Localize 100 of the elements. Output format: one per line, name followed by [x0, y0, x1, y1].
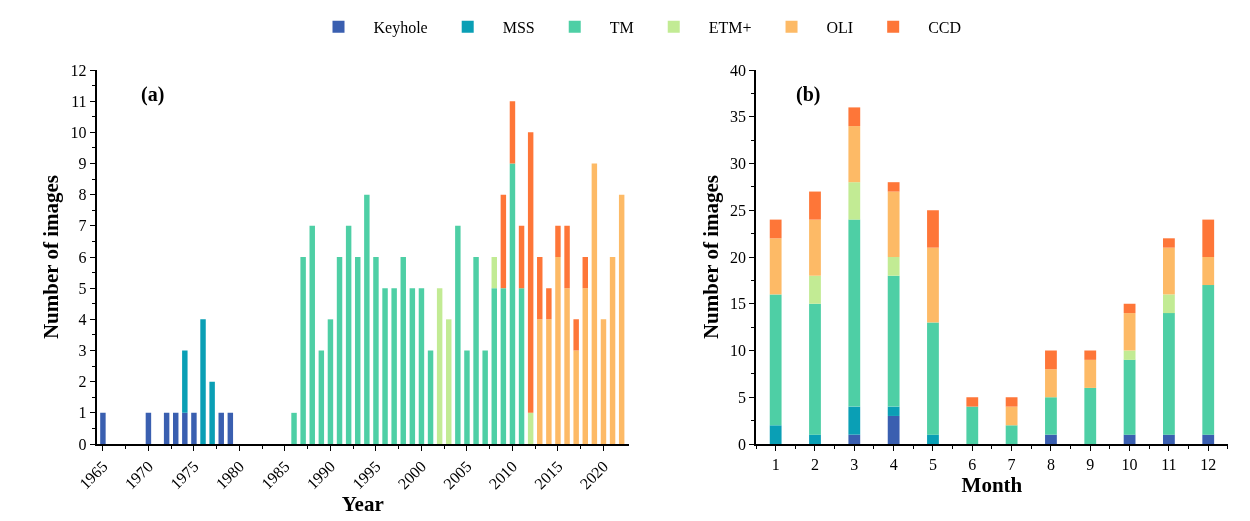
x-tick-label: 1990 — [303, 457, 339, 493]
bar — [887, 191, 900, 257]
bar — [927, 210, 939, 248]
bar — [887, 415, 900, 444]
y-tick-label: 12 — [70, 61, 87, 79]
bar — [564, 225, 570, 289]
bar — [887, 182, 900, 192]
bar — [966, 397, 979, 407]
bar — [966, 406, 979, 444]
bar — [409, 288, 416, 444]
bar — [327, 319, 334, 444]
bar — [163, 412, 170, 444]
bar — [809, 275, 821, 304]
y-tick-label: 11 — [71, 92, 87, 110]
bar — [1123, 350, 1136, 360]
x-axis-title: Month — [961, 472, 1023, 497]
bar — [100, 412, 106, 444]
bar — [455, 225, 461, 444]
x-tick-label: 7 — [1007, 455, 1016, 473]
bar — [391, 288, 397, 444]
y-tick-label: 25 — [730, 201, 747, 219]
y-tick-label: 10 — [730, 342, 747, 360]
y-tick-label: 7 — [78, 217, 87, 235]
bar — [1005, 406, 1018, 426]
bar — [1005, 397, 1018, 407]
bar — [373, 257, 379, 444]
bar — [200, 319, 206, 444]
x-tick-label: 12 — [1200, 455, 1217, 473]
bar — [848, 219, 861, 407]
bar — [1123, 434, 1136, 444]
bar — [191, 412, 197, 444]
bar — [436, 288, 443, 444]
bar — [182, 350, 188, 413]
bar — [227, 412, 234, 444]
bar — [218, 412, 224, 444]
bar — [1202, 285, 1215, 435]
bar — [927, 322, 939, 435]
y-tick-label: 20 — [730, 248, 747, 266]
bar — [809, 434, 821, 444]
bar — [382, 288, 388, 444]
x-tick-label: 8 — [1046, 455, 1055, 473]
y-tick-label: 5 — [78, 279, 87, 297]
y-tick-label: 0 — [78, 435, 87, 453]
bar — [769, 238, 782, 295]
bar — [1123, 303, 1136, 314]
bar — [848, 406, 861, 435]
bar — [537, 257, 543, 320]
y-tick-label: 0 — [738, 435, 747, 453]
bar — [1202, 434, 1215, 444]
bar — [291, 412, 297, 444]
bar — [1202, 219, 1215, 257]
bar — [482, 350, 488, 444]
y-tick-label: 35 — [730, 108, 747, 126]
bar — [555, 225, 561, 257]
bar — [582, 257, 588, 289]
bar — [809, 219, 821, 276]
bar — [564, 288, 570, 444]
bar — [887, 257, 900, 276]
bar — [555, 257, 561, 444]
bar — [1163, 434, 1175, 444]
bar — [1123, 313, 1136, 351]
bar — [473, 257, 479, 444]
bar — [573, 319, 579, 351]
x-tick-label: 3 — [850, 455, 859, 473]
bar — [848, 434, 861, 444]
bar — [1084, 359, 1097, 388]
bar — [1123, 359, 1136, 435]
x-axis-title: Year — [341, 492, 384, 517]
bar — [318, 350, 325, 444]
x-tick-label: 11 — [1161, 455, 1177, 473]
annotation: (b) — [796, 83, 821, 106]
bar — [1163, 294, 1175, 314]
bar — [1045, 397, 1057, 435]
x-tick-label: 5 — [928, 455, 937, 473]
x-tick-label: 1980 — [212, 457, 248, 493]
bar — [500, 288, 507, 444]
bar — [1045, 350, 1057, 370]
x-tick-label: 1970 — [121, 457, 157, 493]
bar — [446, 319, 452, 444]
bar — [300, 257, 306, 444]
y-tick-label: 10 — [70, 123, 87, 141]
bar — [427, 350, 434, 444]
y-tick-label: 4 — [78, 310, 87, 328]
bar — [518, 288, 525, 444]
y-tick-label: 8 — [78, 186, 87, 204]
bar — [591, 163, 598, 444]
bar — [1163, 247, 1175, 295]
y-tick-label: 3 — [78, 342, 87, 360]
y-tick-label: 40 — [730, 61, 747, 79]
bar — [182, 412, 188, 444]
bar — [887, 275, 900, 407]
legend-label: ETM+ — [708, 18, 752, 36]
bar — [1163, 313, 1175, 435]
annotation: (a) — [141, 83, 165, 106]
legend-label: MSS — [502, 18, 535, 36]
bar — [1045, 434, 1057, 444]
legend-label: Keyhole — [373, 18, 428, 37]
bar — [1163, 238, 1175, 248]
y-tick-label: 5 — [738, 388, 747, 406]
x-tick-label: 6 — [968, 455, 977, 473]
